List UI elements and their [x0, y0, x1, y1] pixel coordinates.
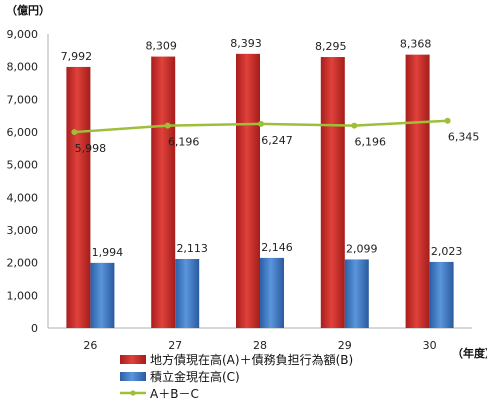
y-tick-label: 4,000	[7, 191, 39, 204]
bar-debt	[320, 57, 345, 328]
data-label-reserve: 2,099	[346, 242, 378, 255]
bar-reserve	[344, 259, 369, 328]
y-tick-label: 0	[31, 322, 38, 335]
bar-reserve	[260, 257, 284, 328]
data-label-debt: 8,309	[145, 40, 177, 53]
y-tick-labels: 0 1,000 2,000 3,000 4,000 5,000 6,000 7,000 8,00…	[7, 28, 39, 335]
line-point-net	[164, 122, 171, 129]
x-unit-label: （年度）	[452, 346, 487, 360]
y-tick-label: 7,000	[7, 93, 39, 106]
data-label-debt: 8,368	[400, 38, 432, 51]
legend-label-reserve: 積立金現在高(C)	[150, 369, 240, 384]
y-tick-label: 6,000	[7, 126, 39, 139]
data-label-net: 6,345	[448, 131, 480, 144]
bar-reserve	[429, 261, 454, 328]
data-label-debt: 8,295	[315, 40, 347, 53]
legend-label-net: A＋B－C	[150, 387, 199, 401]
y-unit-label: （億円）	[6, 3, 50, 17]
y-tick-label: 1,000	[7, 289, 39, 302]
x-tick-label: 30	[423, 339, 437, 352]
x-tick-label: 28	[253, 339, 267, 352]
y-tick-label: 2,000	[7, 257, 39, 270]
x-tick-label: 26	[83, 339, 97, 352]
bar-reserve	[90, 262, 115, 328]
data-label-net: 6,247	[261, 134, 293, 147]
y-tick-label: 5,000	[7, 159, 39, 172]
data-label-net: 5,998	[75, 142, 107, 155]
line-point-net	[258, 120, 264, 127]
line-point-net	[351, 122, 358, 129]
legend-swatch-debt	[120, 355, 146, 364]
bar-debt	[236, 53, 260, 328]
data-label-reserve: 2,023	[431, 245, 463, 258]
bar-debt	[405, 54, 430, 329]
data-label-reserve: 2,146	[261, 241, 293, 254]
x-tick-label: 27	[168, 339, 182, 352]
bars	[66, 53, 454, 329]
bar-debt	[66, 66, 91, 328]
data-label-debt: 7,992	[61, 50, 93, 63]
x-tick-labels: 26 27 28 29 30	[83, 339, 436, 352]
data-label-net: 6,196	[355, 136, 387, 149]
legend: 地方債現在高(A)＋債務負担行為額(B) 積立金現在高(C) A＋B－C	[120, 352, 353, 401]
bar-reserve	[175, 258, 200, 328]
legend-swatch-reserve	[120, 372, 146, 381]
y-tick-label: 3,000	[7, 224, 39, 237]
data-label-reserve: 2,113	[176, 242, 208, 255]
data-label-debt: 8,393	[230, 37, 262, 50]
x-tick-label: 29	[338, 339, 352, 352]
legend-label-debt: 地方債現在高(A)＋債務負担行為額(B)	[150, 352, 353, 367]
data-label-net: 6,196	[168, 136, 200, 149]
legend-marker-net	[130, 390, 136, 396]
bar-debt	[151, 56, 176, 329]
line-point-net	[444, 117, 451, 124]
data-label-reserve: 1,994	[92, 246, 124, 259]
line-series	[71, 117, 451, 136]
line-point-net	[71, 129, 78, 136]
data-labels: 7,992 8,309 8,393 8,295 8,368 1,994 2,113 2,146…	[61, 37, 480, 259]
y-tick-label: 8,000	[7, 61, 39, 74]
y-tick-label: 9,000	[7, 28, 39, 41]
